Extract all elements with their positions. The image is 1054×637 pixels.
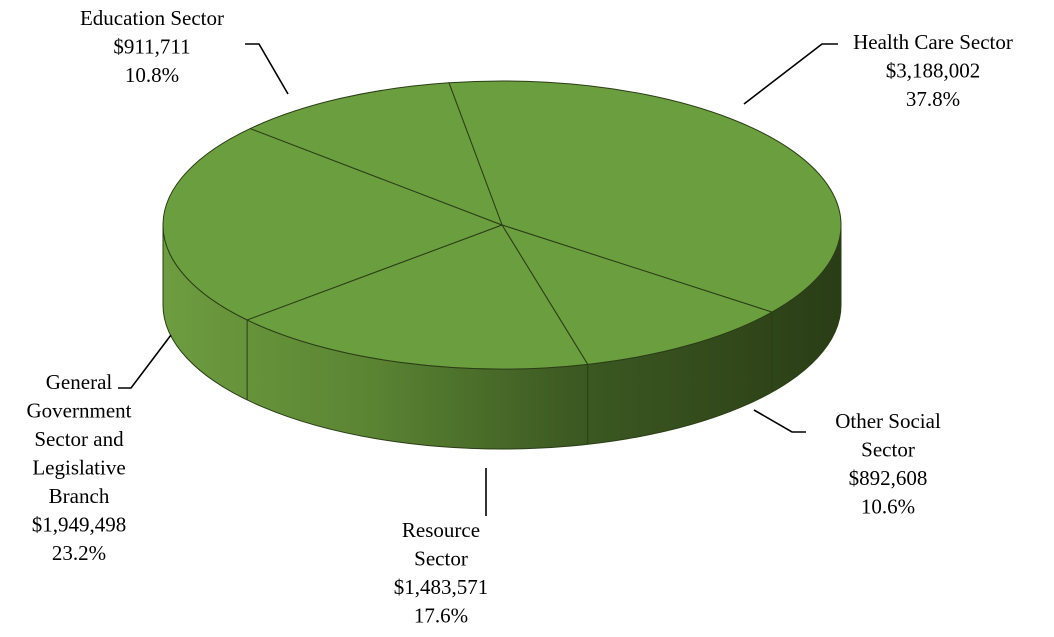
slice-value: $911,711 [113, 35, 190, 59]
slice-name-line: Legislative [32, 456, 125, 480]
pie-slice-2 [246, 224, 589, 370]
slice-label-1: Other Social Sector $892,608 10.6% [835, 409, 941, 519]
leader-line-0 [743, 43, 838, 105]
leader-line-4 [245, 43, 289, 95]
slice-name-line: General [46, 370, 113, 394]
slice-percent: 10.6% [861, 495, 915, 519]
leader-lines [118, 43, 838, 516]
slice-value: $892,608 [849, 466, 928, 490]
slice-name-line: Other Social [835, 409, 941, 433]
pie-slice-3 [162, 128, 503, 321]
slice-label-2: Resource Sector $1,483,571 17.6% [394, 518, 489, 628]
pie-slice-4 [249, 82, 503, 226]
pie-slice-1 [501, 224, 773, 365]
slice-label-0: Health Care Sector $3,188,002 37.8% [853, 30, 1013, 111]
slice-label-4: Education Sector $911,711 10.8% [80, 6, 224, 87]
slice-label-3: General Government Sector and Legislative Br… [27, 370, 132, 565]
leader-line-1 [753, 409, 806, 433]
slice-value: $1,483,571 [394, 575, 489, 599]
slice-value: $1,949,498 [32, 513, 127, 537]
slice-name-line: Sector [861, 438, 915, 462]
slice-percent: 37.8% [906, 87, 960, 111]
pie-top-layer [162, 80, 842, 370]
pie-slice-0 [448, 80, 842, 313]
slice-name-line: Sector and [34, 427, 124, 451]
slice-percent: 23.2% [52, 541, 106, 565]
slice-name-line: Resource [402, 518, 480, 542]
slice-labels: Health Care Sector $3,188,002 37.8% Other S… [27, 6, 1013, 628]
slice-value: $3,188,002 [886, 59, 981, 83]
leader-line-3 [118, 334, 172, 389]
slice-percent: 17.6% [414, 604, 468, 628]
slice-name-line: Branch [49, 484, 110, 508]
slice-name-line: Education Sector [80, 6, 224, 30]
slice-name-line: Sector [414, 547, 468, 571]
slice-name-line: Government [27, 399, 132, 423]
slice-name-line: Health Care Sector [853, 30, 1013, 54]
slice-percent: 10.8% [125, 63, 179, 87]
